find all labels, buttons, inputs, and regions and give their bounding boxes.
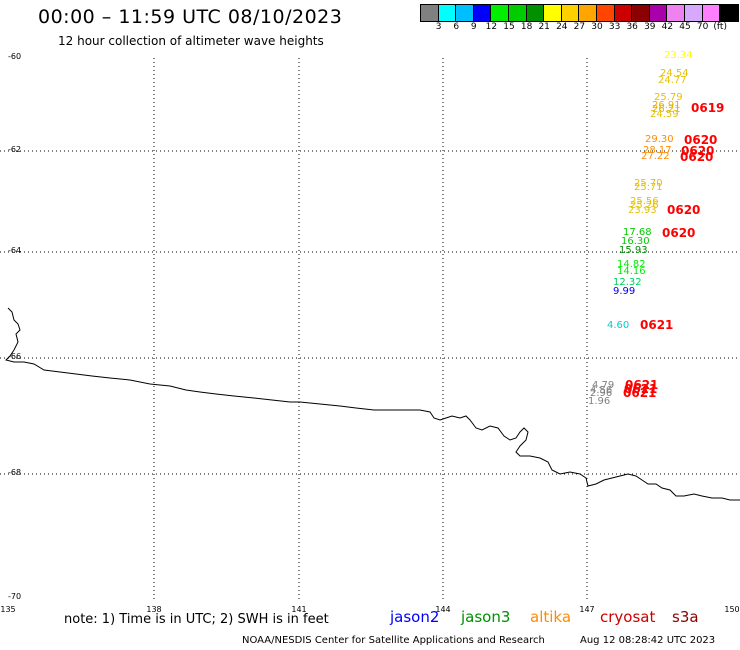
colorbar-tick-label: 33 <box>608 22 621 32</box>
colorbar-swatch <box>614 5 633 21</box>
colorbar-tick-label: 3 <box>435 22 442 32</box>
swh-value: 23.34 <box>664 50 693 61</box>
pass-time-label: 0621 <box>624 382 658 396</box>
swh-value: 14.82 <box>617 259 646 270</box>
colorbar-swatch <box>473 5 492 21</box>
legend-altika: altika <box>530 608 572 626</box>
lon-label: 150 <box>724 605 740 614</box>
lon-label: 135 <box>0 605 16 614</box>
footer-credit: NOAA/NESDIS Center for Satellite Applica… <box>242 635 545 646</box>
swh-value: 9.99 <box>613 286 636 297</box>
colorbar-swatch <box>684 5 703 21</box>
colorbar-tick-label: 70 <box>696 22 709 32</box>
colorbar-swatch <box>421 5 439 21</box>
swh-value: 14.16 <box>617 266 646 277</box>
swh-value: 24.54 <box>660 68 689 79</box>
swh-value: 1.96 <box>588 396 611 407</box>
pass-time-label: 0620 <box>662 226 696 240</box>
colorbar-tick-label: 21 <box>538 22 550 32</box>
footer-note: note: 1) Time is in UTC; 2) SWH is in fe… <box>64 612 329 627</box>
colorbar-tick-label: 39 <box>644 22 656 32</box>
legend-cryosat: cryosat <box>600 608 656 626</box>
swh-value: 4.56 <box>590 385 613 396</box>
swh-value: 28.17 <box>643 145 672 156</box>
antarctic-coastline <box>5 307 740 501</box>
swh-value: 23.93 <box>628 205 657 216</box>
colorbar-tick-label: 12 <box>485 22 498 32</box>
pass-time-label: 0619 <box>691 101 725 115</box>
footer-timestamp: Aug 12 08:28:42 UTC 2023 <box>580 635 716 646</box>
legend-jason3: jason3 <box>461 608 511 626</box>
lat-label: -70 <box>8 592 22 601</box>
pass-time-label: 0621 <box>640 318 674 332</box>
colorbar-swatch <box>649 5 668 21</box>
swh-colorbar <box>420 4 739 22</box>
pass-time-label: 0621 <box>625 378 659 392</box>
colorbar-tick-label: 42 <box>661 22 674 32</box>
pass-time-label: 0621 <box>623 386 657 400</box>
colorbar-tick-label: (ft) <box>713 22 727 32</box>
legend-s3a: s3a <box>672 608 699 626</box>
lon-label: 138 <box>146 605 162 614</box>
colorbar-swatch <box>596 5 615 21</box>
colorbar-tick-label: 36 <box>626 22 638 32</box>
swh-value: 17.68 <box>623 227 652 238</box>
lat-label: -62 <box>8 145 22 154</box>
swh-value: 27.22 <box>641 151 670 162</box>
swh-value: 15.93 <box>619 245 648 256</box>
colorbar-tick-label: 30 <box>591 22 603 32</box>
colorbar-swatch <box>632 5 650 21</box>
colorbar-tick-label: 27 <box>573 22 586 32</box>
lat-label: -66 <box>8 352 22 361</box>
colorbar-tick-label: 24 <box>556 22 568 32</box>
colorbar-tick-label: 18 <box>520 22 533 32</box>
colorbar-swatch <box>667 5 685 21</box>
pass-time-label: 0620 <box>680 150 714 164</box>
colorbar-swatch <box>491 5 509 21</box>
colorbar-tick-label: 6 <box>453 22 460 32</box>
map-subtitle: 12 hour collection of altimeter wave hei… <box>58 34 324 48</box>
legend-jason2: jason2 <box>390 608 440 626</box>
swh-value: 29.30 <box>645 134 674 145</box>
swh-value: 24.59 <box>650 109 679 120</box>
colorbar-swatch <box>438 5 457 21</box>
lon-label: 141 <box>291 605 307 614</box>
lon-label: 147 <box>579 605 595 614</box>
colorbar-tick-label: 45 <box>679 22 691 32</box>
colorbar-swatch <box>456 5 474 21</box>
colorbar-swatch <box>544 5 562 21</box>
swh-value: 4.60 <box>607 320 630 331</box>
swh-value: 24.77 <box>658 75 687 86</box>
swh-value: 25.26 <box>630 200 659 211</box>
colorbar-labels: 3 6 9 12 15 18 21 24 27 30 33 36 39 42 45 70 (ft) <box>0 22 740 34</box>
pass-time-label: 0620 <box>681 144 715 158</box>
swh-value: 25.79 <box>654 92 683 103</box>
swh-value: 2.96 <box>590 388 613 399</box>
lat-label: -68 <box>8 468 22 477</box>
colorbar-swatch <box>702 5 721 21</box>
lon-label: 144 <box>435 605 451 614</box>
map-title: 00:00 – 11:59 UTC 08/10/2023 <box>38 6 343 28</box>
swh-value: 25.70 <box>634 178 663 189</box>
gridlines <box>0 58 740 600</box>
lat-label: -64 <box>8 246 22 255</box>
swh-value: 12.32 <box>613 277 642 288</box>
swh-value: 4.79 <box>592 380 615 391</box>
colorbar-tick-label: 15 <box>503 22 515 32</box>
swh-value: 26.91 <box>652 100 681 111</box>
swh-value: 16.30 <box>621 236 650 247</box>
pass-time-label: 0620 <box>667 203 701 217</box>
swh-value: 25.71 <box>634 182 663 193</box>
swh-value: 25.56 <box>630 196 659 207</box>
colorbar-tick-label: 9 <box>470 22 477 32</box>
swh-value: 26.21 <box>652 104 681 115</box>
lat-label: -60 <box>8 52 22 61</box>
colorbar-swatch <box>579 5 597 21</box>
colorbar-swatch <box>526 5 545 21</box>
colorbar-swatch <box>720 5 738 21</box>
colorbar-swatch <box>561 5 580 21</box>
pass-time-label: 0620 <box>684 133 718 147</box>
colorbar-swatch <box>508 5 527 21</box>
